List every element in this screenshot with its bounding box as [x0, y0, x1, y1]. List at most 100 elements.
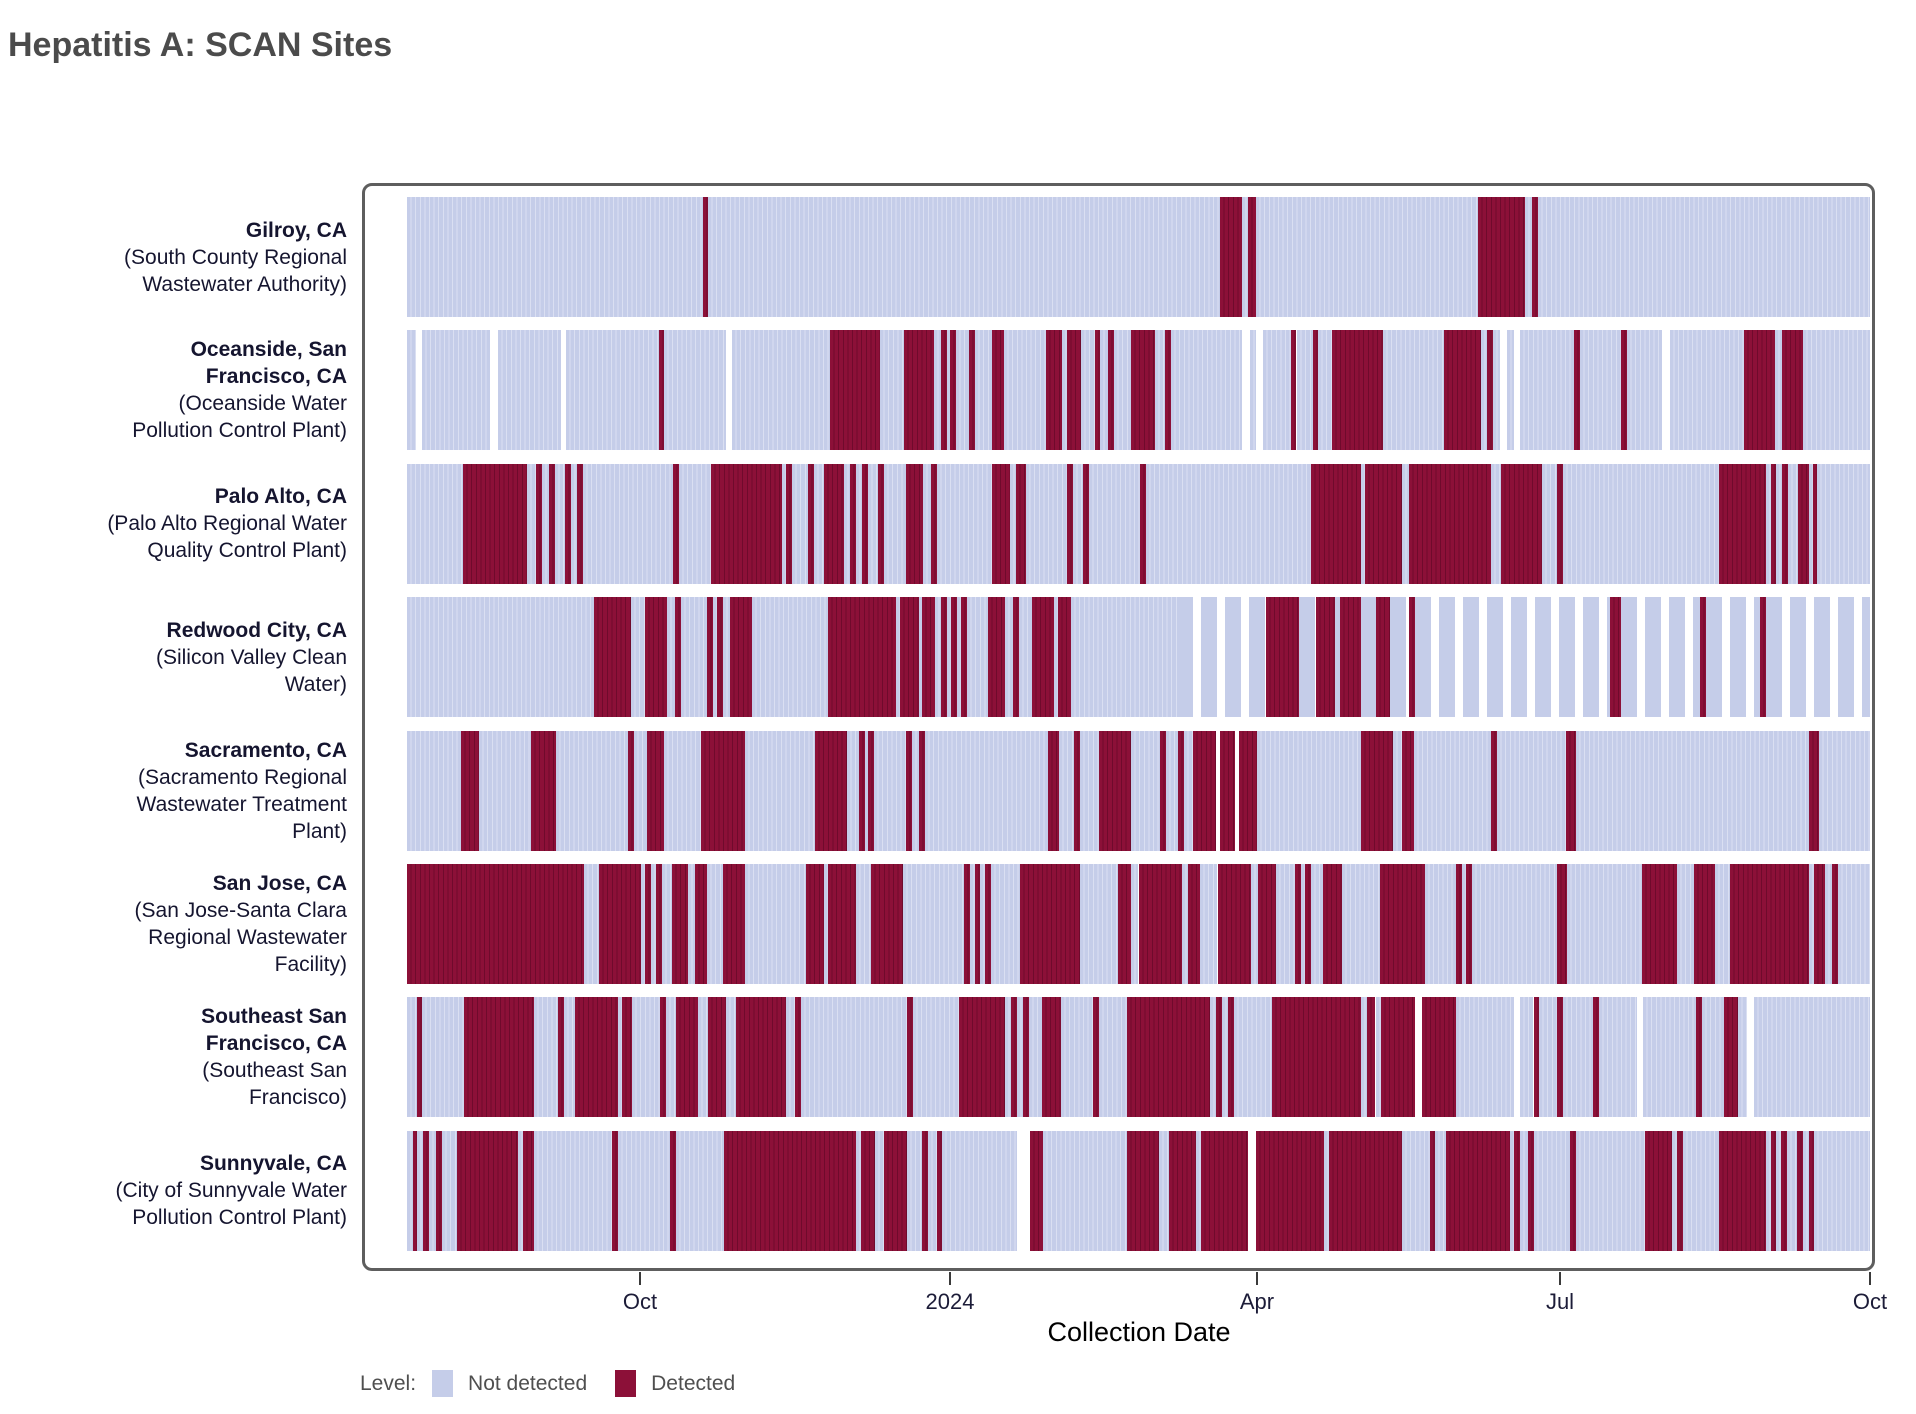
sample-segment-not-detected — [1025, 464, 1067, 584]
sample-segment-detected — [860, 1131, 876, 1251]
sample-segment-not-detected — [1669, 330, 1745, 450]
sample-segment-not-detected — [895, 597, 901, 717]
sample-segment-detected — [1401, 731, 1414, 851]
sample-segment-detected — [671, 864, 688, 984]
site-facility-line: (Sacramento Regional — [138, 766, 347, 789]
sample-segment-not-detected — [1507, 330, 1515, 450]
sample-segment-not-detected — [800, 997, 908, 1117]
sample-segment-detected — [575, 997, 618, 1117]
x-tick-label: Apr — [1239, 1289, 1275, 1314]
sample-segment-not-detected — [1145, 464, 1312, 584]
sample-segment-detected — [1723, 997, 1739, 1117]
sample-segment-not-detected — [1496, 731, 1566, 851]
sample-segment-detected — [611, 1131, 618, 1251]
sample-segment-detected — [674, 597, 681, 717]
sample-segment-not-detected — [1542, 464, 1557, 584]
sample-segment-detected — [736, 997, 786, 1117]
sample-segment-detected — [1445, 1131, 1511, 1251]
sample-segment-detected — [1265, 597, 1300, 717]
sample-segment-not-detected — [1676, 864, 1695, 984]
sample-segment-not-detected — [1028, 997, 1042, 1117]
sample-segment-detected — [724, 1131, 857, 1251]
sample-segment-not-detected — [864, 731, 868, 851]
sample-segment-detected — [723, 864, 745, 984]
sample-segment-detected — [1340, 597, 1361, 717]
sample-segment-detected — [883, 1131, 908, 1251]
sample-segment-detected — [1814, 864, 1825, 984]
sample-segment-detected — [645, 597, 668, 717]
sample-segment-not-detected — [566, 330, 659, 450]
sample-segment-not-detected — [1154, 330, 1165, 450]
sample-segment-detected — [921, 1131, 928, 1251]
sample-segment-not-detected — [661, 864, 672, 984]
x-tick-mark — [639, 1272, 641, 1285]
sample-segment-detected — [904, 330, 934, 450]
sample-segment-not-detected — [1537, 197, 1870, 317]
sample-segment-detected — [1058, 597, 1072, 717]
sample-segment-not-detected — [1221, 997, 1228, 1117]
sample-segment-detected — [1808, 1131, 1815, 1251]
sample-segment-detected — [1046, 330, 1063, 450]
sample-segment-detected — [828, 597, 896, 717]
sample-segment-detected — [1609, 597, 1622, 717]
sample-segment-detected — [1455, 864, 1462, 984]
site-facility-line: Quality Control Plant) — [147, 539, 347, 562]
sample-segment-detected — [1574, 330, 1581, 450]
sample-segment-detected — [1676, 1131, 1683, 1251]
sample-segment-detected — [905, 731, 912, 851]
site-label: Palo Alto, CA (Palo Alto Regional Water Qu… — [93, 483, 347, 564]
sample-segment-not-detected — [907, 1131, 922, 1251]
sample-segment-not-detected — [1255, 197, 1478, 317]
site-label: Oceanside, San Francisco, CA (Oceanside Wa… — [93, 336, 347, 444]
sample-segment-not-detected — [1766, 464, 1771, 584]
site-facility-line: Plant) — [292, 820, 347, 843]
sample-segment-detected — [1331, 330, 1383, 450]
site-city-line: Sunnyvale, CA — [199, 1152, 347, 1175]
sample-segment-not-detected — [1435, 1131, 1446, 1251]
sample-segment-not-detected — [1324, 1131, 1329, 1251]
sample-segment-sparse — [1299, 597, 1316, 717]
sample-segment-not-detected — [1183, 731, 1193, 851]
sample-segment-not-detected — [980, 864, 985, 984]
sample-segment-sparse — [1334, 597, 1341, 717]
sample-segment-not-detected — [875, 1131, 884, 1251]
sample-segment-not-detected — [1818, 731, 1870, 851]
site-facility-line: (City of Sunnyvale Water — [115, 1179, 347, 1202]
sample-segment-not-detected — [1300, 864, 1306, 984]
sample-segment-detected — [1126, 1131, 1159, 1251]
x-tick-label: 2024 — [925, 1289, 975, 1314]
sample-segment-not-detected — [1824, 864, 1832, 984]
sample-segment-detected — [1491, 731, 1497, 851]
sample-segment-detected — [412, 1131, 418, 1251]
sample-segment-detected — [1565, 731, 1576, 851]
sample-segment-detected — [1082, 464, 1089, 584]
page-title: Hepatitis A: SCAN Sites — [8, 26, 393, 64]
sample-segment-not-detected — [1802, 1131, 1809, 1251]
sample-segment-not-detected — [856, 464, 862, 584]
sample-segment-detected — [1501, 464, 1543, 584]
sample-segment-detected — [829, 330, 880, 450]
sample-segment-not-detected — [1738, 997, 1748, 1117]
sample-segment-detected — [407, 864, 585, 984]
sample-segment-detected — [1192, 731, 1217, 851]
sample-segment-not-detected — [1311, 864, 1323, 984]
sample-segment-detected — [1760, 597, 1767, 717]
sample-segment-not-detected — [407, 1131, 413, 1251]
sample-segment-detected — [565, 464, 571, 584]
sample-segment-detected — [905, 464, 924, 584]
sample-segment-not-detected — [913, 997, 959, 1117]
x-axis-title: Collection Date — [1047, 1317, 1231, 1347]
sample-segment-not-detected — [421, 997, 465, 1117]
sample-segment-not-detected — [1491, 464, 1502, 584]
sample-segment-not-detected — [632, 997, 661, 1117]
sample-segment-not-detected — [421, 330, 491, 450]
sample-segment-not-detected — [706, 864, 723, 984]
legend-swatch-d — [615, 1370, 637, 1397]
sample-segment-not-detected — [1113, 330, 1132, 450]
sample-segment-detected — [1812, 464, 1818, 584]
sample-segment-detected — [1782, 464, 1789, 584]
sample-segment-detected — [987, 597, 1006, 717]
sample-segment-not-detected — [1786, 1131, 1797, 1251]
sample-segment-not-detected — [1170, 330, 1243, 450]
sample-segment-not-detected — [680, 597, 707, 717]
